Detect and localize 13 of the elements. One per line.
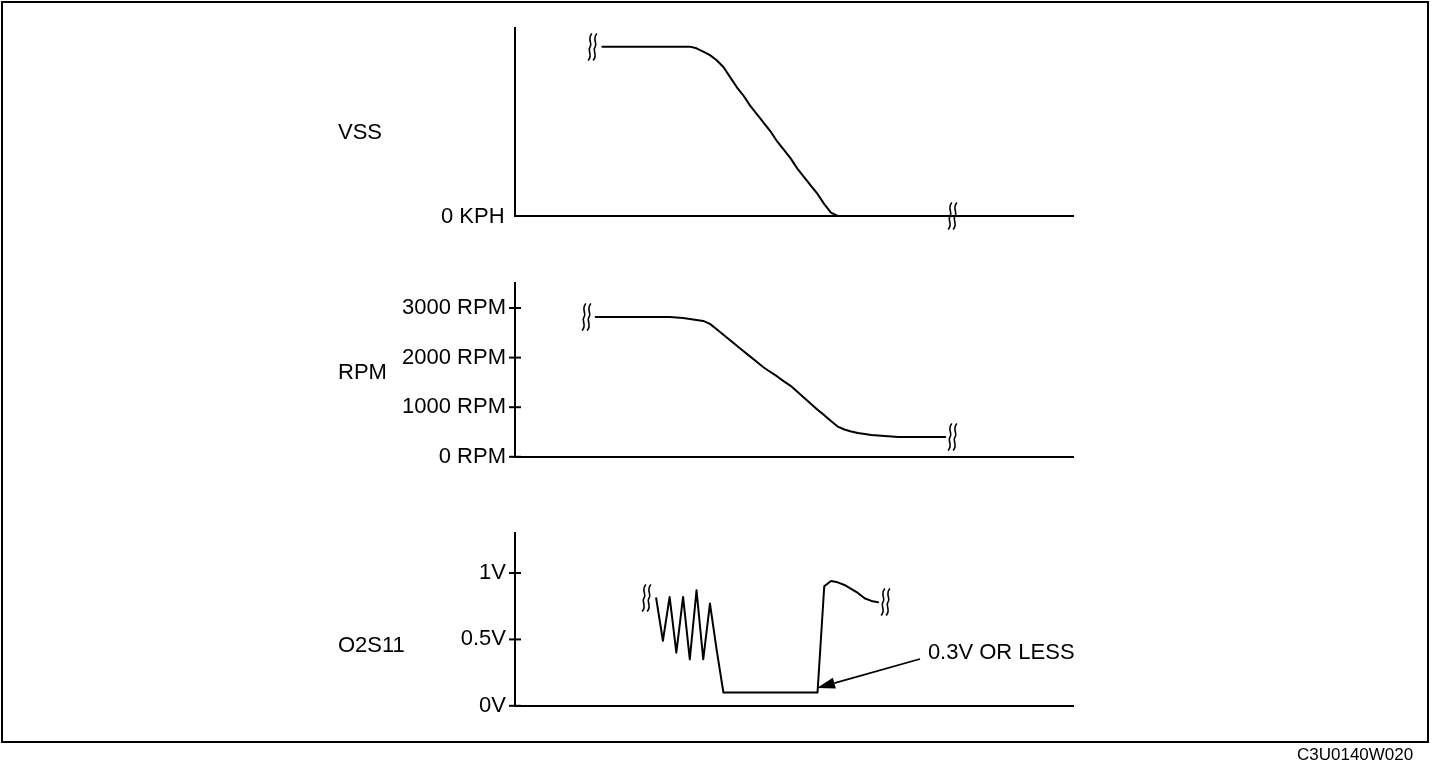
y-tick-label: 0 RPM — [438, 442, 506, 468]
y-axis-title: RPM — [338, 359, 387, 384]
y-tick-label: 0V — [479, 691, 507, 717]
y-tick-label: 2000 RPM — [402, 343, 506, 369]
y-axis-title: VSS — [338, 119, 383, 144]
y-tick-label: 0.5V — [460, 625, 507, 651]
y-tick-label: 1V — [479, 559, 507, 585]
text: 0 KPH — [441, 203, 505, 228]
y-tick-label: 3000 RPM — [402, 294, 506, 320]
y-tick-label: 1000 RPM — [402, 393, 506, 419]
text: C3U0140W020 — [1297, 744, 1414, 764]
y-axis-title: O2S11 — [338, 631, 405, 657]
annotation: 0.3V OR LESS — [927, 638, 1075, 664]
